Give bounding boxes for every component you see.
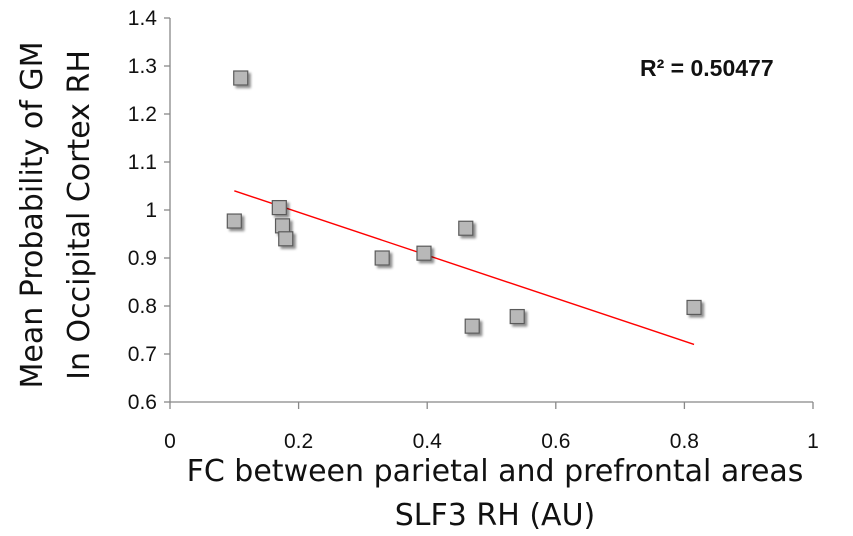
- y-tick-label: 0.8: [128, 295, 157, 318]
- trendline: [234, 190, 695, 346]
- y-tick-label: 0.7: [128, 343, 157, 366]
- data-point: [274, 218, 291, 234]
- x-tick-label: 0: [164, 430, 176, 453]
- data-point: [416, 245, 432, 261]
- data-point: [271, 200, 287, 216]
- data-point: [686, 299, 702, 316]
- y-tick-label: 1.1: [128, 151, 157, 174]
- x-tick-label: 0.8: [670, 430, 699, 453]
- y-tick-label: 0.9: [128, 247, 157, 270]
- r-squared-annotation: R² = 0.50477: [640, 55, 774, 81]
- x-axis-title-line-1: FC between parietal and prefrontal areas: [187, 454, 804, 489]
- y-axis-title-line-1: Mean Probability of GM: [15, 42, 50, 389]
- y-tick-label: 1: [145, 199, 157, 222]
- x-tick-label: 0.6: [541, 430, 570, 453]
- linear-trendline: [234, 190, 695, 346]
- data-point: [226, 213, 242, 229]
- x-axis-title-line-2: SLF3 RH (AU): [395, 498, 595, 533]
- data-point: [233, 70, 249, 86]
- y-tick-label: 1.4: [128, 7, 158, 30]
- data-point: [374, 250, 390, 266]
- y-tick-label: 1.3: [128, 55, 157, 78]
- x-tick-label: 0.2: [284, 430, 313, 453]
- y-tick-label: 0.6: [128, 391, 157, 414]
- data-point: [278, 231, 294, 247]
- x-tick-label: 1: [807, 430, 819, 453]
- data-point: [458, 220, 474, 236]
- data-point: [464, 318, 480, 334]
- data-point: [509, 308, 525, 325]
- y-axis-title-line-2: In Occipital Cortex RH: [62, 50, 97, 380]
- y-tick-label: 1.2: [128, 103, 157, 126]
- axes: 0.6 0.7 0.8 0.9 1 1.1 1.2 1.3 1.4 0 0.2 0.4 0.6 0.8 1: [128, 7, 819, 453]
- x-tick-label: 0.4: [413, 430, 443, 453]
- data-points: [226, 70, 702, 334]
